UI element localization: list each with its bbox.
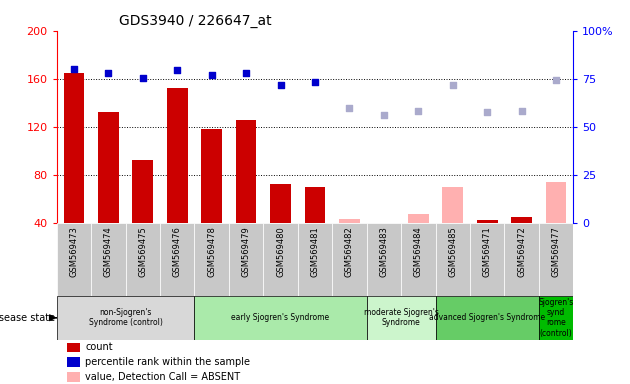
- Bar: [539, 296, 573, 340]
- Text: disease state: disease state: [0, 313, 55, 323]
- Bar: [64, 73, 84, 223]
- Text: GSM569478: GSM569478: [207, 227, 216, 277]
- Bar: [195, 296, 367, 340]
- Bar: [98, 112, 118, 223]
- Bar: [539, 223, 573, 296]
- Point: [275, 82, 285, 88]
- Text: GSM569476: GSM569476: [173, 227, 181, 277]
- Point: [482, 109, 492, 116]
- Bar: [167, 88, 188, 223]
- Text: GSM569481: GSM569481: [311, 227, 319, 277]
- Point: [517, 108, 527, 114]
- Text: GSM569477: GSM569477: [552, 227, 561, 277]
- Bar: [332, 223, 367, 296]
- Text: GSM569472: GSM569472: [517, 227, 526, 277]
- Text: value, Detection Call = ABSENT: value, Detection Call = ABSENT: [85, 372, 240, 382]
- Bar: [367, 296, 435, 340]
- Bar: [512, 217, 532, 223]
- Bar: [67, 358, 80, 367]
- Bar: [401, 223, 435, 296]
- Point: [207, 72, 217, 78]
- Bar: [91, 223, 125, 296]
- Bar: [546, 182, 566, 223]
- Point: [69, 66, 79, 72]
- Point: [551, 77, 561, 83]
- Bar: [505, 223, 539, 296]
- Point: [138, 74, 148, 81]
- Bar: [67, 343, 80, 352]
- Text: Sjogren's
synd
rome
(control): Sjogren's synd rome (control): [539, 298, 574, 338]
- Text: GSM569485: GSM569485: [449, 227, 457, 277]
- Point: [103, 70, 113, 76]
- Bar: [160, 223, 195, 296]
- Bar: [367, 223, 401, 296]
- Point: [310, 79, 320, 85]
- Text: GSM569474: GSM569474: [104, 227, 113, 277]
- Bar: [229, 223, 263, 296]
- Bar: [442, 187, 463, 223]
- Text: GSM569475: GSM569475: [139, 227, 147, 277]
- Text: GDS3940 / 226647_at: GDS3940 / 226647_at: [118, 14, 272, 28]
- Bar: [57, 296, 195, 340]
- Bar: [305, 187, 325, 223]
- Bar: [435, 296, 539, 340]
- Text: GSM569484: GSM569484: [414, 227, 423, 277]
- Bar: [298, 223, 332, 296]
- Bar: [435, 223, 470, 296]
- Bar: [408, 214, 428, 223]
- Bar: [236, 119, 256, 223]
- Text: GSM569483: GSM569483: [379, 227, 388, 277]
- Text: early Sjogren's Syndrome: early Sjogren's Syndrome: [231, 313, 329, 322]
- Bar: [477, 220, 498, 223]
- Bar: [202, 129, 222, 223]
- Bar: [339, 219, 360, 223]
- Text: count: count: [85, 342, 113, 352]
- Text: GSM569479: GSM569479: [242, 227, 251, 277]
- Point: [172, 67, 182, 73]
- Bar: [470, 223, 505, 296]
- Text: GSM569482: GSM569482: [345, 227, 354, 277]
- Bar: [263, 223, 298, 296]
- Text: non-Sjogren's
Syndrome (control): non-Sjogren's Syndrome (control): [89, 308, 163, 328]
- Bar: [195, 223, 229, 296]
- Bar: [67, 372, 80, 382]
- Bar: [125, 223, 160, 296]
- Text: advanced Sjogren's Syndrome: advanced Sjogren's Syndrome: [429, 313, 545, 322]
- Text: GSM569480: GSM569480: [276, 227, 285, 277]
- Text: moderate Sjogren's
Syndrome: moderate Sjogren's Syndrome: [364, 308, 438, 328]
- Text: GSM569471: GSM569471: [483, 227, 491, 277]
- Bar: [57, 223, 91, 296]
- Bar: [270, 184, 291, 223]
- Point: [241, 70, 251, 76]
- Point: [345, 104, 355, 111]
- Point: [413, 108, 423, 114]
- Text: percentile rank within the sample: percentile rank within the sample: [85, 357, 250, 367]
- Text: GSM569473: GSM569473: [69, 227, 78, 277]
- Bar: [132, 161, 153, 223]
- Point: [379, 112, 389, 118]
- Point: [448, 82, 458, 88]
